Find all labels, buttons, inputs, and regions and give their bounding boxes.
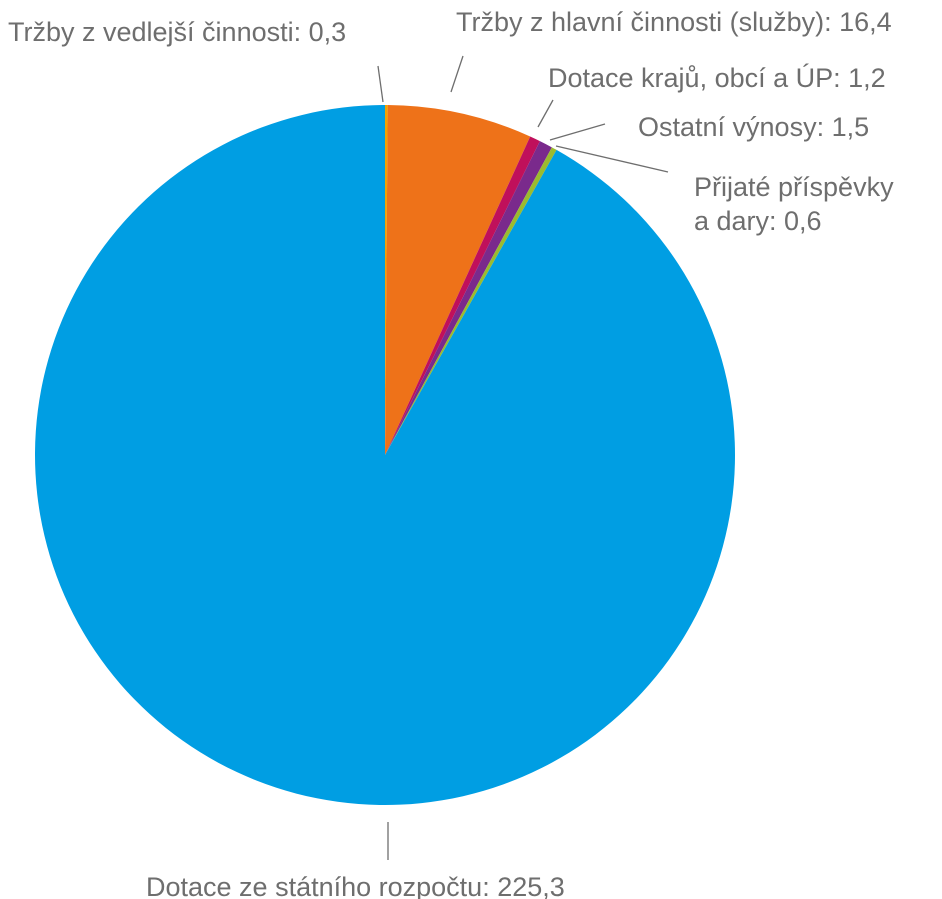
leader-line-prijate [555, 145, 669, 173]
pie-slice-trzby-vedlejsi [385, 104, 388, 455]
label-prijate-line-1: Přijaté příspěvky [694, 172, 894, 202]
leader-line-hlavni [450, 55, 464, 93]
leader-line-dotace-kraju [537, 99, 554, 128]
label-prijate-line-2: a dary: 0,6 [694, 206, 822, 236]
label-prijate-prispevky: Přijaté příspěvky a dary: 0,6 [694, 172, 901, 236]
pie-slice-prijate-prispevky [385, 147, 557, 455]
label-ostatni-vynosy: Ostatní výnosy: 1,5 [638, 112, 869, 142]
leader-line-ostatni [549, 123, 606, 141]
label-trzby-vedlejsi: Tržby z vedlejší činnosti: 0,3 [8, 17, 346, 47]
leader-line-vedlejsi [377, 65, 384, 103]
pie-slice-dotace-statni [35, 105, 736, 805]
pie-slice-trzby-hlavni [385, 105, 531, 455]
label-dotace-statni: Dotace ze státního rozpočtu: 225,3 [146, 872, 565, 899]
slice-labels: Tržby z vedlejší činnosti: 0,3 Tržby z h… [8, 7, 901, 899]
leader-lines [377, 55, 669, 860]
pie-slices [35, 104, 736, 805]
label-trzby-hlavni: Tržby z hlavní činnosti (služby): 16,4 [456, 7, 892, 37]
label-dotace-kraju: Dotace krajů, obcí a ÚP: 1,2 [548, 62, 886, 93]
pie-slice-ostatni-vynosy [385, 141, 552, 455]
pie-slice-dotace-kraju [385, 136, 540, 456]
